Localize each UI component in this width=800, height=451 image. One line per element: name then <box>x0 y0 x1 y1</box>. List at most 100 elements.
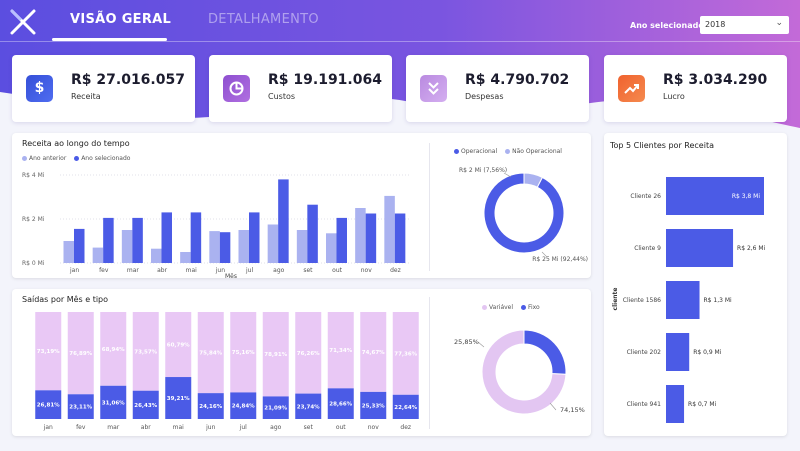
bar-ano-selecionado <box>336 217 347 263</box>
bar-cliente <box>666 229 734 267</box>
bar-variavel <box>360 312 387 392</box>
x-tick-label: out <box>332 267 342 274</box>
bar-variavel <box>35 312 62 391</box>
bar-label-fixo: 24,16% <box>199 404 222 410</box>
kpi-label: Lucro <box>663 92 685 101</box>
tab-visao-geral[interactable]: VISÃO GERAL <box>70 12 172 27</box>
bar-label-variavel: 77,36% <box>394 351 417 357</box>
bar-label-variavel: 76,26% <box>297 351 320 357</box>
x-tick-label: jan <box>43 424 53 431</box>
bar-ano-selecionado <box>161 212 172 263</box>
x-tick-label: abr <box>141 424 151 431</box>
bar-ano-selecionado <box>219 232 231 263</box>
bar-ano-selecionado <box>132 217 143 263</box>
x-tick-label: nov <box>361 267 372 274</box>
bar-ano-anterior <box>267 224 279 263</box>
bar-label-variavel: 76,89% <box>69 351 92 357</box>
y-tick-label: R$ 4 Mi <box>22 172 45 179</box>
header-divider <box>0 41 800 42</box>
bar-label-fixo: 39,21% <box>167 396 190 402</box>
kpi-label: Custos <box>268 92 296 101</box>
x-tick-label: abr <box>157 267 167 274</box>
year-select-dropdown[interactable]: 2018 ⌄ <box>700 16 789 34</box>
bar-label-variavel: 75,84% <box>199 351 222 357</box>
chart-title-top-clientes: Top 5 Clientes por Receita <box>610 141 714 150</box>
bar-value-label: R$ 0,7 Mi <box>688 401 717 408</box>
chart-receita-bars: R$ 0 Mi R$ 2 Mi R$ 4 Mi jan fev mar abr mai jun j… <box>22 172 410 278</box>
bar-label-variavel: 73,19% <box>37 349 60 355</box>
x-tick-label: jul <box>245 267 253 274</box>
donut-saidas: 74,15% 25,85% <box>454 329 585 415</box>
donut-slice <box>481 329 567 415</box>
y-tick-label: Cliente 1586 <box>623 297 661 304</box>
bar-ano-anterior <box>121 230 133 263</box>
card-divider <box>429 297 430 429</box>
x-tick-label: jan <box>69 267 79 274</box>
bar-label-fixo: 23,74% <box>297 404 320 410</box>
bar-label-fixo: 24,84% <box>232 404 255 410</box>
bar-value-label: R$ 3,8 Mi <box>732 193 761 200</box>
legend-receita: Ano anterior Ano selecionado <box>22 155 136 162</box>
bar-ano-selecionado <box>307 204 318 263</box>
card-divider <box>429 143 430 271</box>
bar-label-fixo: 28,66% <box>329 402 352 408</box>
trend-up-icon <box>618 75 645 102</box>
bar-value-label: R$ 2,6 Mi <box>737 245 766 252</box>
bar-cliente <box>666 333 690 371</box>
card-top-clientes: Top 5 Clientes por Receita Cliente 26 R$ … <box>604 133 787 436</box>
bar-cliente <box>666 177 764 215</box>
x-tick-label: mar <box>107 424 120 431</box>
year-filter-label: Ano selecionado: <box>630 21 708 30</box>
bar-ano-selecionado <box>74 228 85 263</box>
bar-fixo <box>392 394 419 419</box>
bar-ano-anterior <box>92 247 104 263</box>
bar-ano-selecionado <box>249 212 260 263</box>
y-tick-label: Cliente 941 <box>627 401 662 408</box>
bar-fixo <box>230 392 257 419</box>
bar-ano-selecionado <box>190 212 202 263</box>
kpi-card-custos: R$ 19.191.064 Custos <box>209 55 392 122</box>
bar-ano-anterior <box>296 230 308 263</box>
bar-ano-anterior <box>63 241 74 263</box>
bar-fixo <box>165 377 192 419</box>
x-tick-label: fev <box>76 424 86 431</box>
bar-label-fixo: 21,09% <box>264 406 287 412</box>
logo-x-icon <box>10 9 36 35</box>
chart-top-clientes-bars: Cliente 26 R$ 3,8 Mi Cliente 9 R$ 2,6 Mi Cli… <box>612 177 766 423</box>
year-select-value: 2018 <box>705 20 726 29</box>
legend-item-fixo: Fixo <box>520 304 540 311</box>
bar-label-variavel: 73,57% <box>134 349 157 355</box>
chart-saidas-stacked: 73,19% 26,81% jan 76,89% 23,11% fev 68,94% 31,0… <box>35 312 419 431</box>
x-tick-label: jun <box>205 424 215 431</box>
tab-detalhamento[interactable]: DETALHAMENTO <box>208 12 319 27</box>
bar-label-variavel: 75,16% <box>232 350 255 356</box>
active-tab-indicator <box>52 38 167 41</box>
x-axis-label: Mês <box>225 273 237 278</box>
kpi-card-despesas: R$ 4.790.702 Despesas <box>406 55 589 122</box>
legend-item-variavel: Variável <box>482 304 513 311</box>
bar-fixo <box>360 391 387 419</box>
bar-label-fixo: 26,81% <box>37 403 60 409</box>
bar-variavel <box>100 312 127 386</box>
bar-ano-selecionado <box>103 217 114 263</box>
bar-label-fixo: 25,33% <box>362 403 385 409</box>
donut-slice <box>523 329 567 375</box>
bar-fixo <box>132 390 159 419</box>
dollar-icon: $ <box>26 75 53 102</box>
bar-variavel <box>392 312 419 395</box>
bar-label-variavel: 68,94% <box>102 347 125 353</box>
donut-label-variavel: 74,15% <box>560 406 585 414</box>
y-tick-label: R$ 2 Mi <box>22 216 45 223</box>
x-tick-label: set <box>303 267 313 274</box>
donut-label-operacional: R$ 25 Mi (92,44%) <box>532 256 588 263</box>
bar-ano-anterior <box>151 248 162 263</box>
bar-cliente <box>666 385 685 423</box>
bar-fixo <box>100 385 127 419</box>
kpi-label: Despesas <box>465 92 504 101</box>
bar-fixo <box>67 394 94 419</box>
double-chevron-down-icon <box>420 75 447 102</box>
legend-item-nao-operacional: Não Operacional <box>505 148 562 155</box>
bar-ano-anterior <box>326 233 337 263</box>
leader-line <box>477 341 485 348</box>
x-tick-label: mai <box>173 424 185 431</box>
